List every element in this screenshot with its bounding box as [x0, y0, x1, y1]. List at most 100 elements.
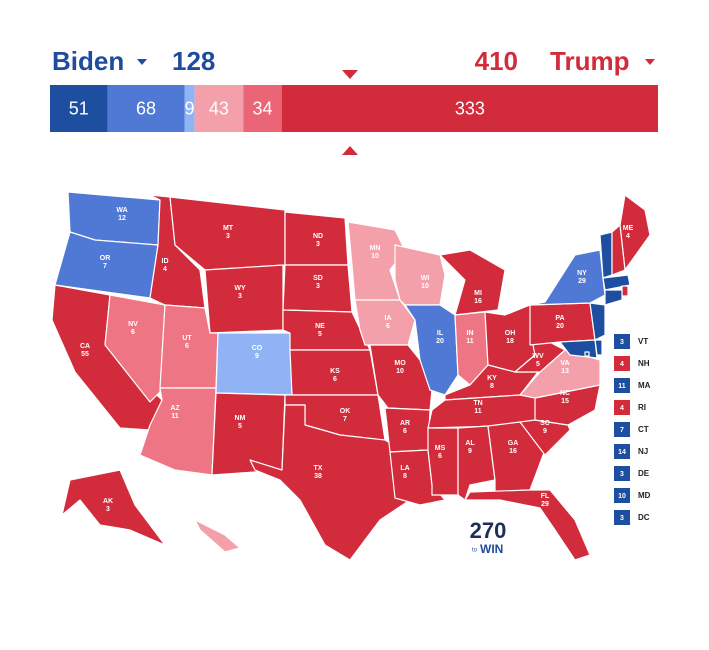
state-shape — [369, 344, 433, 411]
state-abbr: UT — [182, 335, 192, 342]
state-abbr: OK — [340, 408, 351, 415]
state-ev: 4 — [228, 559, 232, 566]
state-abbr: TN — [473, 400, 482, 407]
state-ev: 18 — [506, 338, 514, 345]
state-ev: 29 — [541, 501, 549, 508]
state-ev: 8 — [490, 383, 494, 390]
state-abbr: ME — [623, 225, 634, 232]
candidate-right-name[interactable]: Trump — [550, 46, 629, 76]
midpoint-marker — [342, 146, 358, 155]
state-abbr: WV — [532, 353, 544, 360]
legend-box — [614, 400, 630, 415]
state-ev: 10 — [421, 283, 429, 290]
ev-bar: 51 68 9 43 34 333 — [50, 85, 658, 132]
legend-box — [614, 466, 630, 481]
state-ev: 4 — [626, 233, 630, 240]
state-ev: 5 — [536, 361, 540, 368]
candidate-left-name[interactable]: Biden — [52, 46, 124, 76]
state-abbr: IN — [467, 330, 474, 337]
state-abbr: VA — [560, 360, 569, 367]
state-ev: 5 — [318, 331, 322, 338]
bar-segment — [184, 85, 195, 132]
state-abbr: PA — [555, 315, 564, 322]
state-ev: 16 — [509, 448, 517, 455]
state-ev: 38 — [314, 473, 322, 480]
logo-small: to — [472, 548, 478, 554]
dropdown-arrow[interactable] — [137, 59, 147, 65]
state-ev: 5 — [238, 423, 242, 430]
logo: 270 to WIN — [470, 518, 507, 556]
segment-label: 68 — [136, 98, 156, 118]
state-abbr: GA — [508, 440, 519, 447]
legend-ev: 3 — [620, 515, 624, 522]
state-shape — [464, 489, 591, 561]
state-ev: 29 — [578, 278, 586, 285]
legend-box — [614, 356, 630, 371]
segment-label: 51 — [69, 98, 89, 118]
state-ev: 9 — [543, 428, 547, 435]
state-ev: 3 — [316, 241, 320, 248]
state-shape — [282, 309, 371, 351]
state-abbr: MN — [370, 245, 381, 252]
legend-abbr: DE — [638, 469, 650, 478]
state-shape — [589, 302, 606, 341]
bar-segment — [243, 85, 282, 132]
legend-abbr: MD — [638, 491, 651, 500]
state-ev: 4 — [163, 266, 167, 273]
state-abbr: TX — [314, 465, 323, 472]
state-abbr: MT — [223, 225, 234, 232]
state-ev: 3 — [106, 506, 110, 513]
bar-segment — [194, 85, 244, 132]
state-ev: 12 — [118, 215, 126, 222]
state-ev: 6 — [438, 453, 442, 460]
state-shape — [611, 224, 626, 276]
legend-abbr: MA — [638, 381, 651, 390]
state-shape — [604, 289, 623, 306]
state-ev: 20 — [436, 338, 444, 345]
bar-segment — [50, 85, 108, 132]
legend-ev: 10 — [618, 493, 626, 500]
legend-box — [614, 510, 630, 525]
legend-abbr: NH — [638, 359, 650, 368]
state-ev: 8 — [403, 473, 407, 480]
state-ev: 15 — [561, 398, 569, 405]
state-abbr: WI — [421, 275, 430, 282]
state-shape — [61, 469, 166, 546]
state-shape — [104, 294, 166, 403]
legend-ev: 4 — [620, 405, 624, 412]
state-abbr: AR — [400, 420, 410, 427]
state-shape — [211, 392, 286, 476]
legend-ev: 4 — [620, 361, 624, 368]
state-abbr: NM — [235, 415, 246, 422]
state-abbr: AK — [103, 498, 113, 505]
legend-ev: 7 — [620, 427, 624, 434]
legend-ev: 3 — [620, 471, 624, 478]
legend-ev: 14 — [618, 449, 626, 456]
state-abbr: IL — [437, 330, 444, 337]
segment-label: 9 — [185, 98, 195, 118]
left-total: 128 — [172, 46, 215, 76]
logo-word: WIN — [480, 542, 503, 556]
state-shape — [249, 404, 411, 561]
state-ev: 3 — [238, 293, 242, 300]
state-abbr: HI — [227, 551, 234, 558]
logo-number: 270 — [470, 518, 507, 543]
dropdown-arrow[interactable] — [645, 59, 655, 65]
state-ev: 6 — [403, 428, 407, 435]
state-ev: 13 — [561, 368, 569, 375]
small-states-legend: 3 VT 4 NH 11 MA 4 RI 7 CT 14 NJ 3 DE 10 MD 3 DC — [614, 334, 651, 525]
legend-ev: 3 — [620, 339, 624, 346]
state-abbr: OR — [100, 255, 111, 262]
state-abbr: FL — [541, 493, 550, 500]
state-shape — [529, 249, 606, 306]
state-shape — [584, 351, 590, 357]
state-shape — [519, 419, 571, 456]
state-abbr: NE — [315, 323, 325, 330]
state-ev: 11 — [466, 338, 474, 345]
segment-label: 333 — [455, 98, 485, 118]
right-total: 410 — [475, 46, 518, 76]
state-shape — [427, 427, 459, 496]
state-abbr: KY — [487, 375, 497, 382]
state-ev: 10 — [396, 368, 404, 375]
